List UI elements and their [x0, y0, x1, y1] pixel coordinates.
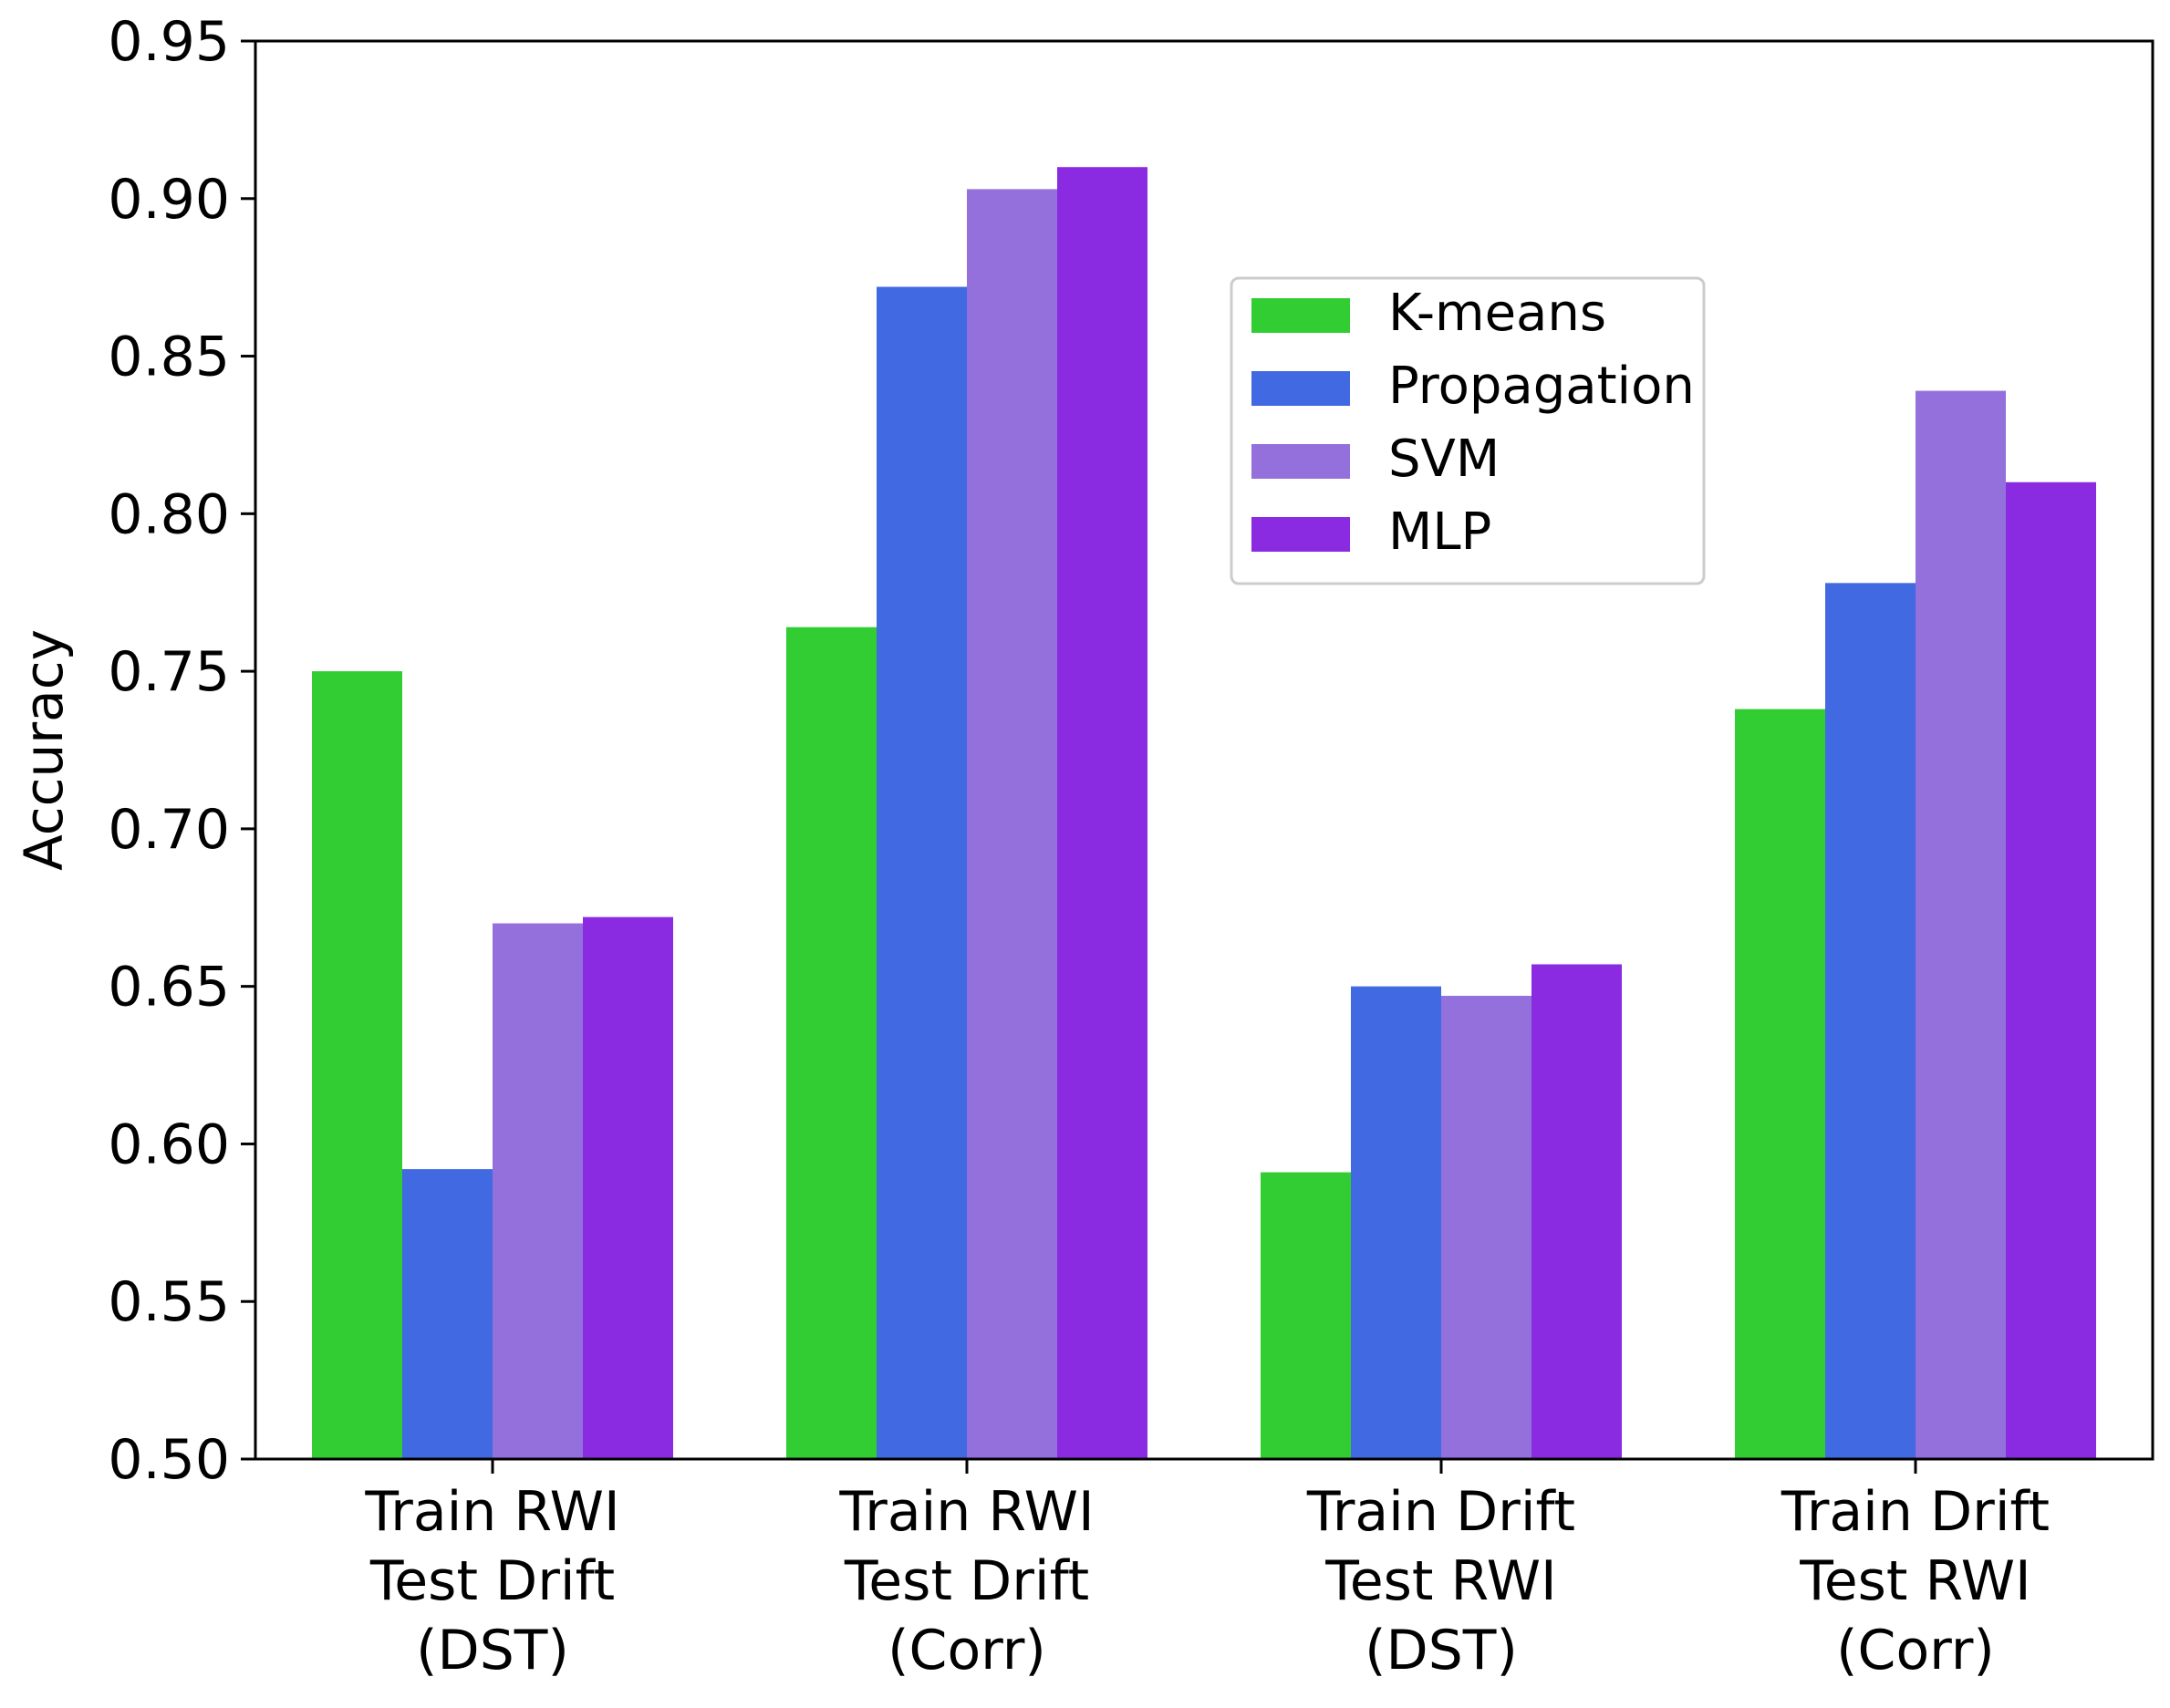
bar-svm-3	[1441, 996, 1531, 1459]
y-tick-label: 0.80	[108, 482, 230, 546]
bar-propagation-2	[877, 286, 967, 1459]
legend-swatch-k-means	[1251, 298, 1350, 333]
x-tick-label-line: Train RWI	[364, 1480, 619, 1544]
y-tick-label: 0.70	[108, 798, 230, 862]
x-tick-label-line: Train RWI	[838, 1480, 1094, 1544]
bar-propagation-1	[402, 1169, 493, 1459]
x-tick-label-line: (Corr)	[888, 1619, 1046, 1682]
y-axis-label: Accuracy	[13, 629, 75, 871]
y-axis: 0.50 0.55 0.60 0.65 0.70 0.75 0.80 0.85 0.90 0.95	[108, 10, 255, 1492]
bar-propagation-3	[1351, 986, 1441, 1459]
x-tick-label: Train Drift Test RWI (Corr)	[1781, 1480, 2050, 1682]
bar-svm-2	[967, 189, 1057, 1459]
legend-label-svm: SVM	[1388, 430, 1500, 489]
x-tick-label-line: Test RWI	[1799, 1549, 2031, 1613]
legend-label-mlp: MLP	[1388, 502, 1491, 562]
bar-k-means-4	[1735, 709, 1825, 1459]
x-tick-label-line: Train Drift	[1306, 1480, 1575, 1544]
x-tick-label-line: (DST)	[416, 1619, 569, 1682]
bar-k-means-2	[786, 626, 877, 1459]
bar-svm-4	[1916, 390, 2006, 1460]
y-tick-label: 0.60	[108, 1113, 230, 1176]
bar-mlp-2	[1057, 167, 1147, 1460]
y-tick-label: 0.75	[108, 640, 230, 704]
y-tick-label: 0.50	[108, 1428, 230, 1492]
x-tick-label-line: Test Drift	[369, 1549, 615, 1613]
x-axis: Train RWI Test Drift (DST)Train RWI Test Dr…	[364, 1459, 2050, 1682]
bar-propagation-4	[1825, 583, 1916, 1459]
x-tick-label-line: (DST)	[1365, 1619, 1518, 1682]
legend-swatch-propagation	[1251, 371, 1350, 406]
x-tick-label: Train Drift Test RWI (DST)	[1306, 1480, 1575, 1682]
bar-mlp-4	[2006, 481, 2096, 1459]
legend-box	[1230, 276, 1706, 585]
y-tick-label: 0.85	[108, 326, 230, 389]
legend: K-means Propagation SVM MLP	[1230, 276, 1706, 585]
bar-k-means-3	[1261, 1172, 1351, 1459]
legend-label-k-means: K-means	[1388, 284, 1606, 343]
legend-label-propagation: Propagation	[1388, 357, 1695, 416]
bar-mlp-3	[1531, 964, 1622, 1459]
bar-k-means-1	[312, 671, 402, 1459]
legend-swatch-svm	[1251, 444, 1350, 479]
bar-mlp-1	[583, 916, 673, 1459]
x-tick-label-line: (Corr)	[1836, 1619, 1995, 1682]
bars-group	[312, 167, 2096, 1460]
x-tick-label-line: Test Drift	[844, 1549, 1089, 1613]
y-tick-label: 0.65	[108, 956, 230, 1020]
x-tick-label-line: Train Drift	[1781, 1480, 2050, 1544]
y-tick-label: 0.90	[108, 168, 230, 232]
x-tick-label-line: Test RWI	[1324, 1549, 1557, 1613]
legend-swatch-mlp	[1251, 517, 1350, 552]
y-tick-label: 0.55	[108, 1270, 230, 1334]
plot-frame	[254, 39, 2154, 1461]
x-tick-label: Train RWI Test Drift (DST)	[364, 1480, 619, 1682]
y-tick-label: 0.95	[108, 10, 230, 74]
bar-svm-1	[493, 923, 583, 1459]
x-tick-label: Train RWI Test Drift (Corr)	[838, 1480, 1094, 1682]
